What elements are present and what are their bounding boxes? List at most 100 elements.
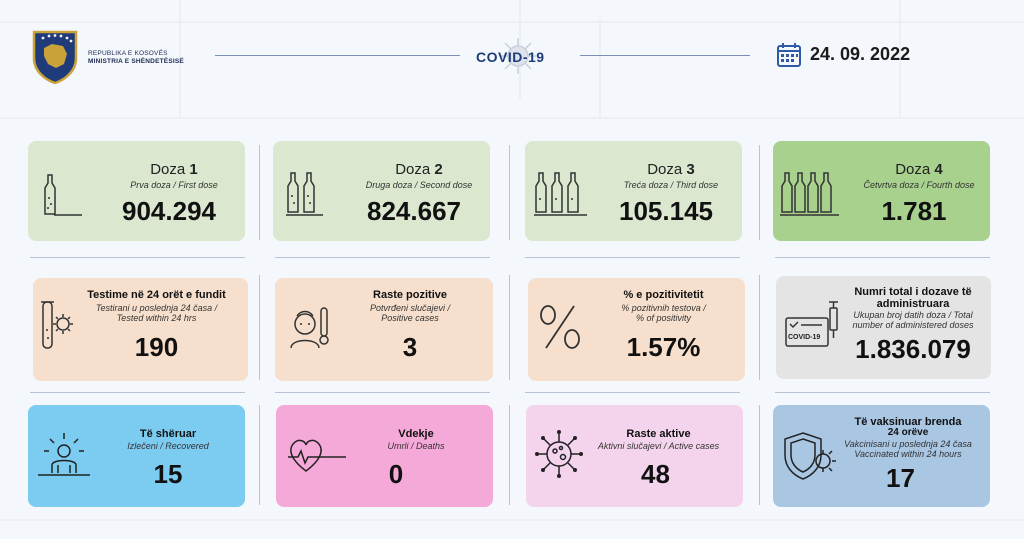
dose-label: Doza xyxy=(647,161,683,178)
recovered-subtitle: Izlečeni / Recovered xyxy=(127,441,209,451)
total-doses-card: COVID-19 Numri total i dozave të adminis… xyxy=(776,276,991,379)
dose-1-value: 904.294 xyxy=(122,196,216,226)
grid-divider xyxy=(509,405,510,505)
dose-4-card: Doza 4 Četvrtva doza / Fourth dose 1.781 xyxy=(773,141,990,241)
virus-icon xyxy=(535,430,583,478)
dose-3-value: 105.145 xyxy=(619,196,713,226)
covid-badge: COVID-19 xyxy=(788,334,821,341)
vials-icon xyxy=(286,172,323,216)
covid-title: COVID-19 xyxy=(470,36,560,78)
grid-divider xyxy=(759,405,760,505)
total-doses-value: 1.836.079 xyxy=(855,334,971,364)
active-title: Raste aktive xyxy=(626,428,691,440)
grid-divider xyxy=(30,257,245,258)
active-cases-card: Raste aktive Aktivni slučajevi / Active … xyxy=(526,405,743,507)
tests-subtitle-2: Tested within 24 hrs xyxy=(116,313,197,323)
grid-divider xyxy=(759,275,760,380)
grid-divider xyxy=(275,392,490,393)
grid-divider xyxy=(759,145,760,240)
coat-of-arms-logo xyxy=(32,30,78,84)
vials-icon xyxy=(534,172,587,216)
grid-divider xyxy=(775,392,990,393)
grid-divider xyxy=(259,405,260,505)
tests-value: 190 xyxy=(134,332,179,362)
vaccine-certificate-icon xyxy=(785,301,838,347)
dose-label: Doza xyxy=(150,161,186,178)
tests-title: Testime në 24 orët e fundit xyxy=(87,289,226,301)
dose-number: 1 xyxy=(189,161,198,178)
positive-subtitle-1: Potvrđeni slučajevi / xyxy=(369,303,451,313)
grid-divider xyxy=(775,257,990,258)
header: REPUBLIKA E KOSOVËS MINISTRIA E SHËNDETË… xyxy=(0,0,1024,100)
positivity-title: % e pozitivitetit xyxy=(623,289,704,301)
dose-number: 3 xyxy=(686,161,695,178)
dose-label: Doza xyxy=(895,161,931,178)
percent-icon xyxy=(540,305,580,349)
vaccinated-value: 17 xyxy=(886,463,915,493)
positivity-subtitle-1: % pozitivnih testova / xyxy=(621,303,706,313)
dose-2-card: Doza 2 Druga doza / Second dose 824.667 xyxy=(273,141,490,241)
header-divider-right xyxy=(580,55,750,56)
positive-subtitle-2: Positive cases xyxy=(381,313,439,323)
total-doses-title-2: administruara xyxy=(876,298,950,310)
grid-divider xyxy=(259,145,260,240)
virus-icon xyxy=(500,38,536,74)
grid-divider xyxy=(509,275,510,380)
dose-1-card: Doza 1 Prva doza / First dose 904.294 xyxy=(28,141,245,241)
org-line-2: MINISTRIA E SHËNDETËSISË xyxy=(88,58,184,65)
header-divider-left xyxy=(215,55,460,56)
grid-divider xyxy=(275,257,490,258)
grid-divider xyxy=(30,392,245,393)
dose-2-subtitle: Druga doza / Second dose xyxy=(365,180,473,190)
sick-person-icon xyxy=(290,307,329,349)
positive-title: Raste pozitive xyxy=(373,289,447,301)
dose-3-title: Doza 3 xyxy=(600,161,742,178)
grid-divider xyxy=(509,145,510,240)
tests-card: Testime në 24 orët e fundit Testirani u … xyxy=(33,278,248,381)
shield-virus-icon xyxy=(784,432,836,480)
organization-name: REPUBLIKA E KOSOVËS MINISTRIA E SHËNDETË… xyxy=(88,50,184,66)
deaths-subtitle: Umrli / Deaths xyxy=(387,441,445,451)
positivity-subtitle-2: % of positivity xyxy=(635,313,692,323)
dose-number: 4 xyxy=(934,161,943,178)
dose-4-title: Doza 4 xyxy=(848,161,990,178)
vaccinated-24h-card: Të vaksinuar brenda 24 orëve Vakcinisani… xyxy=(773,405,990,507)
positive-value: 3 xyxy=(402,332,418,362)
total-doses-title-1: Numri total i dozave të xyxy=(854,286,972,298)
total-doses-subtitle-1: Ukupan broj datih doza / Total xyxy=(853,310,973,320)
heartbeat-icon xyxy=(288,439,346,472)
vials-icon xyxy=(780,172,839,216)
positive-cases-card: Raste pozitive Potvrđeni slučajevi / Pos… xyxy=(275,278,493,381)
dose-1-subtitle: Prva doza / First dose xyxy=(130,180,218,190)
vaccinated-subtitle-1: Vakcinisani u poslednja 24 časa xyxy=(844,439,972,449)
org-line-1: REPUBLIKA E KOSOVËS xyxy=(88,50,168,57)
dose-label: Doza xyxy=(395,161,431,178)
tests-subtitle-1: Testirani u poslednja 24 časa / xyxy=(95,303,218,313)
vaccinated-title-1: Të vaksinuar brenda xyxy=(854,416,962,428)
total-doses-subtitle-2: number of administered doses xyxy=(852,320,974,330)
dose-1-title: Doza 1 xyxy=(103,161,245,178)
recovered-title: Të shëruar xyxy=(139,428,197,440)
grid-divider xyxy=(525,392,740,393)
deaths-card: Vdekje Umrli / Deaths 0 xyxy=(276,405,493,507)
dose-3-card: Doza 3 Treća doza / Third dose 105.145 xyxy=(525,141,742,241)
vial-icon xyxy=(44,174,82,216)
positivity-card: % e pozitivitetit % pozitivnih testova /… xyxy=(528,278,745,381)
grid-divider xyxy=(259,275,260,380)
grid-divider xyxy=(525,257,740,258)
dose-number: 2 xyxy=(434,161,443,178)
dose-2-title: Doza 2 xyxy=(348,161,490,178)
vaccinated-title-2: 24 orëve xyxy=(887,427,929,438)
active-value: 48 xyxy=(641,459,670,489)
test-tube-icon xyxy=(41,301,73,349)
report-date: 24. 09. 2022 xyxy=(810,44,911,64)
recovered-card: Të shëruar Izlečeni / Recovered 15 xyxy=(28,405,245,507)
dose-2-value: 824.667 xyxy=(367,196,461,226)
calendar-icon xyxy=(777,43,801,67)
dose-3-subtitle: Treća doza / Third dose xyxy=(623,180,719,190)
deaths-title: Vdekje xyxy=(398,428,434,440)
dose-4-subtitle: Četvrtva doza / Fourth dose xyxy=(863,180,975,190)
vaccinated-subtitle-2: Vaccinated within 24 hours xyxy=(854,449,962,459)
active-subtitle: Aktivni slučajevi / Active cases xyxy=(597,441,720,451)
positivity-value: 1.57% xyxy=(626,332,701,362)
